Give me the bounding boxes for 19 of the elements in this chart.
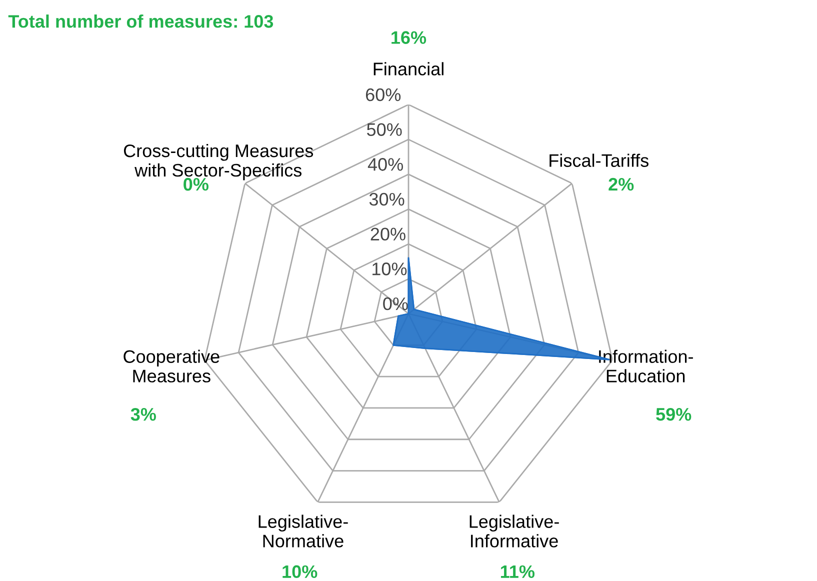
y-tick-label: 50%: [367, 123, 402, 136]
y-tick-label: 60%: [366, 88, 401, 102]
text: 2%: [608, 178, 634, 191]
spoke-label: Legislative- Informative: [470, 514, 559, 548]
text: 3%: [130, 408, 156, 421]
text: 11%: [500, 565, 534, 578]
spoke-label: Fiscal-Tariffs: [550, 154, 648, 167]
text: 16%: [392, 31, 426, 44]
spoke-label: Legislative- Normative: [258, 514, 348, 548]
y-tick-label: 40%: [368, 158, 403, 171]
chart-title: Total number of measures: 103: [8, 14, 274, 28]
spoke-label: Cooperative Measures: [124, 350, 220, 382]
spoke-label: Information- Education: [599, 350, 693, 382]
spoke-label: Financial: [374, 62, 444, 76]
y-tick-label: 10%: [372, 262, 407, 276]
text: 10%: [282, 565, 318, 578]
text: 59%: [656, 408, 692, 421]
y-tick-label: 30%: [369, 192, 404, 206]
y-tick-label: 20%: [370, 228, 406, 240]
